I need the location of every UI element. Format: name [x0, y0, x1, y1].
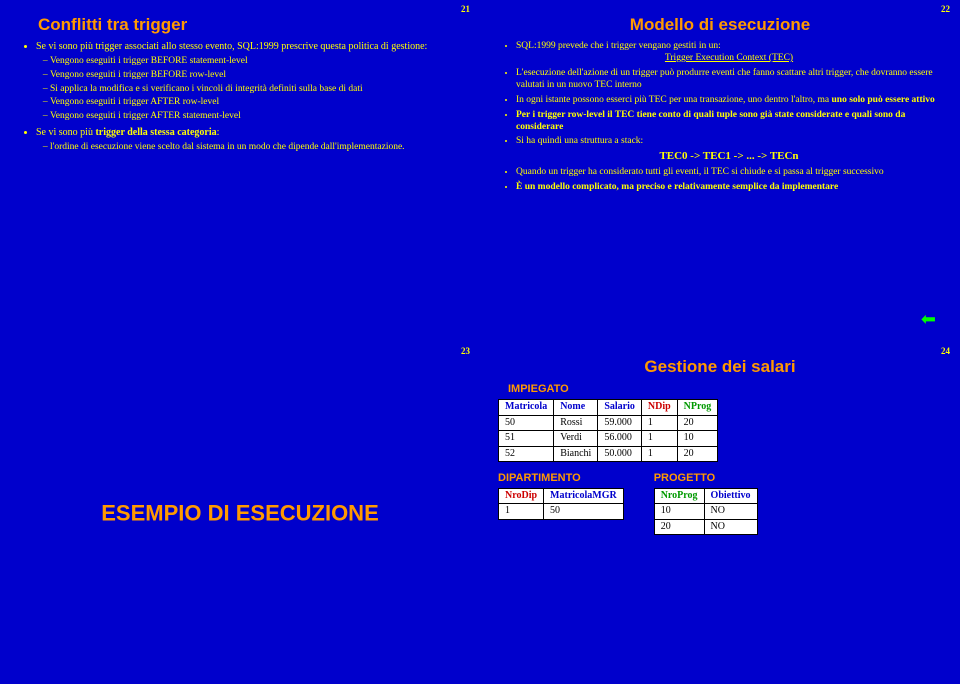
col-header: Matricola: [499, 400, 554, 416]
cell: 1: [499, 504, 544, 520]
cell: 10: [677, 431, 718, 447]
col-header: Obiettivo: [704, 488, 757, 504]
bullet: È un modello complicato, ma preciso e re…: [516, 182, 942, 194]
sub-bullet: Si applica la modifica e si verificano i…: [50, 84, 462, 96]
cell: Rossi: [554, 415, 598, 431]
table-row: 50 Rossi 59.000 1 20: [499, 415, 718, 431]
text-bold: uno solo può essere attivo: [832, 95, 935, 105]
cell: Bianchi: [554, 446, 598, 462]
col-header: Nome: [554, 400, 598, 416]
text: :: [217, 127, 220, 138]
table-row: 1 50: [499, 504, 624, 520]
slide-number: 22: [941, 4, 950, 15]
sub-bullet: Vengono eseguiti i trigger AFTER row-lev…: [50, 97, 462, 109]
cell: 1: [641, 415, 677, 431]
sub-bullet: Vengono eseguiti i trigger BEFORE statem…: [50, 56, 462, 68]
bullet: Si ha quindi una struttura a stack: TEC0…: [516, 136, 942, 164]
slide-title: Modello di esecuzione: [498, 14, 942, 35]
bullet: SQL:1999 prevede che i trigger vengano g…: [516, 41, 942, 65]
progetto-block: PROGETTO NroProg Obiettivo 10 NO 20 NO: [654, 470, 758, 543]
progetto-table: NroProg Obiettivo 10 NO 20 NO: [654, 488, 758, 536]
dipartimento-table: NroDip MatricolaMGR 1 50: [498, 488, 624, 520]
tec-label: Trigger Execution Context (TEC): [665, 53, 793, 63]
cell: 1: [641, 431, 677, 447]
impiegato-label: IMPIEGATO: [508, 383, 942, 397]
cell: 1: [641, 446, 677, 462]
slide-number: 24: [941, 346, 950, 357]
bullet: Per i trigger row-level il TEC tiene con…: [516, 110, 942, 134]
cell: Verdi: [554, 431, 598, 447]
cell: 20: [654, 519, 704, 535]
cell: 10: [654, 504, 704, 520]
cell: NO: [704, 519, 757, 535]
cell: 50: [544, 504, 624, 520]
cell: 50.000: [598, 446, 642, 462]
sub-bullet: Vengono eseguiti i trigger BEFORE row-le…: [50, 70, 462, 82]
dipartimento-block: DIPARTIMENTO NroDip MatricolaMGR 1 50: [498, 470, 624, 543]
slide-number: 21: [461, 4, 470, 15]
col-header: Salario: [598, 400, 642, 416]
slide-number: 23: [461, 346, 470, 357]
slide-title: Conflitti tra trigger: [38, 14, 462, 35]
col-header: NroDip: [499, 488, 544, 504]
col-header: NProg: [677, 400, 718, 416]
text: Se vi sono più: [36, 127, 95, 138]
cell: 59.000: [598, 415, 642, 431]
cell: 50: [499, 415, 554, 431]
bullet-list: SQL:1999 prevede che i trigger vengano g…: [498, 41, 942, 194]
bullet: Se vi sono più trigger associati allo st…: [36, 41, 462, 123]
cell: 56.000: [598, 431, 642, 447]
table-row: 10 NO: [654, 504, 757, 520]
dipartimento-label: DIPARTIMENTO: [498, 472, 624, 486]
tec-chain: TEC0 -> TEC1 -> ... -> TECn: [516, 150, 942, 164]
bullet-list: Se vi sono più trigger associati allo st…: [18, 41, 462, 153]
table-row: 51 Verdi 56.000 1 10: [499, 431, 718, 447]
bullet: L'esecuzione dell'azione di un trigger p…: [516, 68, 942, 92]
slide-title: Gestione dei salari: [498, 356, 942, 377]
back-arrow-icon[interactable]: ⬅: [921, 308, 936, 331]
text: SQL:1999 prevede che i trigger vengano g…: [516, 41, 721, 51]
table-row: 52 Bianchi 50.000 1 20: [499, 446, 718, 462]
col-header: NroProg: [654, 488, 704, 504]
cell: 52: [499, 446, 554, 462]
cell: 20: [677, 415, 718, 431]
table-row: 20 NO: [654, 519, 757, 535]
bullet: In ogni istante possono esserci più TEC …: [516, 95, 942, 107]
bullet: Quando un trigger ha considerato tutti g…: [516, 167, 942, 179]
slide-title: ESEMPIO DI ESECUZIONE: [0, 499, 480, 527]
slide-23: 23 ESEMPIO DI ESECUZIONE: [0, 342, 480, 684]
col-header: MatricolaMGR: [544, 488, 624, 504]
text: Si ha quindi una struttura a stack:: [516, 136, 643, 146]
text: Se vi sono più trigger associati allo st…: [36, 41, 427, 52]
slide-24: 24 Gestione dei salari IMPIEGATO Matrico…: [480, 342, 960, 684]
slide-22: 22 Modello di esecuzione SQL:1999 preved…: [480, 0, 960, 342]
progetto-label: PROGETTO: [654, 472, 758, 486]
text: In ogni istante possono esserci più TEC …: [516, 95, 832, 105]
sub-bullet: Vengono eseguiti i trigger AFTER stateme…: [50, 111, 462, 123]
text-bold: trigger della stessa categoria: [95, 127, 216, 138]
cell: 20: [677, 446, 718, 462]
cell: 51: [499, 431, 554, 447]
slide-21: 21 Conflitti tra trigger Se vi sono più …: [0, 0, 480, 342]
col-header: NDip: [641, 400, 677, 416]
impiegato-table: Matricola Nome Salario NDip NProg 50 Ros…: [498, 399, 718, 462]
sub-bullet: l'ordine di esecuzione viene scelto dal …: [50, 142, 462, 154]
cell: NO: [704, 504, 757, 520]
bullet: Se vi sono più trigger della stessa cate…: [36, 127, 462, 153]
